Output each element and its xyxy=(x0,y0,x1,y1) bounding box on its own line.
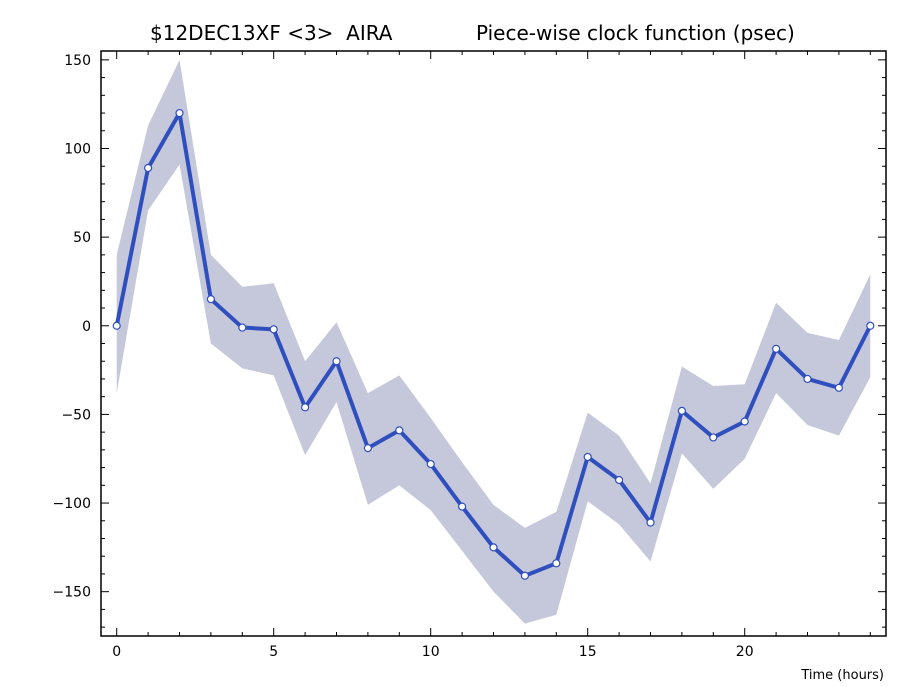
x-tick-label-10: 10 xyxy=(422,644,440,660)
data-point-22 xyxy=(803,374,812,384)
tick-label-layer: 0 5 10 15 20 150 100 50 0 −50 −100 −150 xyxy=(53,53,754,660)
y-tick-label-0: 150 xyxy=(64,53,91,69)
x-tick-label-20: 20 xyxy=(736,644,754,660)
axis-tick-layer xyxy=(101,51,886,636)
uncertainty-band-layer xyxy=(116,59,871,624)
data-point-17 xyxy=(646,518,655,527)
data-point-21 xyxy=(771,344,781,353)
data-point-23 xyxy=(834,383,844,392)
data-point-15 xyxy=(583,452,592,462)
data-point-11 xyxy=(458,502,467,511)
data-point-10 xyxy=(426,459,435,469)
y-tick-label-2: 50 xyxy=(73,230,91,246)
uncertainty-band xyxy=(116,59,871,624)
y-tick-label-3: 0 xyxy=(82,319,91,335)
data-point-19 xyxy=(709,433,718,442)
data-point-7 xyxy=(332,357,341,366)
data-point-0 xyxy=(112,321,121,330)
data-point-4 xyxy=(238,323,247,332)
x-tick-label-5: 5 xyxy=(269,644,278,660)
data-point-13 xyxy=(520,571,530,580)
y-tick-label-4: −50 xyxy=(61,407,91,423)
chart-title-description: Piece-wise clock function (psec) xyxy=(476,21,795,45)
y-tick-label-5: −100 xyxy=(53,496,91,512)
y-tick-label-6: −150 xyxy=(53,585,91,601)
chart-title-station: $12DEC13XF <3> AIRA xyxy=(150,21,393,45)
data-point-6 xyxy=(301,403,310,412)
x-tick-label-15: 15 xyxy=(579,644,597,660)
data-point-1 xyxy=(144,163,153,173)
data-point-9 xyxy=(395,426,404,435)
data-point-24 xyxy=(866,321,875,330)
y-tick-label-1: 100 xyxy=(64,142,91,158)
data-marker-layer xyxy=(112,108,875,580)
data-point-2 xyxy=(175,108,184,118)
data-point-14 xyxy=(552,559,561,568)
data-point-5 xyxy=(269,325,278,334)
data-point-18 xyxy=(677,406,687,415)
x-tick-label-0: 0 xyxy=(112,644,121,660)
data-point-20 xyxy=(740,417,749,426)
x-axis-label: Time (hours) xyxy=(800,668,884,683)
data-point-3 xyxy=(206,295,215,304)
data-point-8 xyxy=(363,443,372,453)
data-point-16 xyxy=(614,475,624,485)
data-point-12 xyxy=(489,543,498,552)
